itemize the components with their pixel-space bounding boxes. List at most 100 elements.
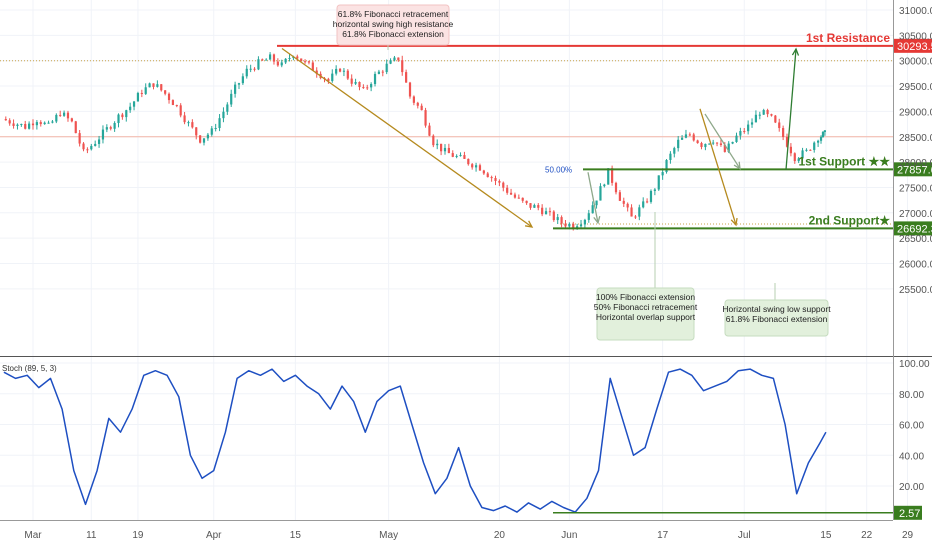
candle-body <box>774 115 777 123</box>
candle-body <box>121 114 124 118</box>
candle-body <box>595 200 598 206</box>
candle-body <box>560 217 563 224</box>
time-tick-label: 22 <box>861 530 873 541</box>
candle-body <box>801 150 804 159</box>
candle-body <box>719 143 723 145</box>
candle-body <box>210 128 213 135</box>
candle-body <box>113 123 116 129</box>
candle-body <box>276 61 279 66</box>
candle-body <box>51 121 54 123</box>
candle-body <box>160 84 163 91</box>
candle-body <box>342 70 346 72</box>
candle-body <box>86 149 89 151</box>
price-tick-label: 26000.0 <box>899 260 932 271</box>
candle-body <box>350 78 353 84</box>
candle-body <box>819 137 823 141</box>
candle-body <box>307 61 311 63</box>
candle-body <box>614 182 618 193</box>
annotation-text: Horizontal overlap support <box>596 312 696 322</box>
price-tick-label: 29500.0 <box>899 82 932 93</box>
candle-body <box>813 142 816 150</box>
candle-body <box>513 194 517 198</box>
fib-extension-arrow-head <box>730 217 738 227</box>
candle-body <box>758 114 761 116</box>
level-badge-text: 27857.6 <box>897 164 932 176</box>
candle-body <box>568 223 571 227</box>
candle-body <box>257 59 260 70</box>
candle-body <box>199 135 202 143</box>
candle-body <box>443 147 447 152</box>
fib-extension-arrow <box>699 108 737 226</box>
level-label: 1st Support ★★ <box>798 154 890 168</box>
candle-body <box>381 71 384 73</box>
candle-body <box>206 134 209 139</box>
candle-body <box>692 134 695 141</box>
candle-body <box>517 197 520 199</box>
candle-body <box>750 122 754 125</box>
candle-body <box>78 133 81 144</box>
candle-body <box>191 122 194 128</box>
candle-body <box>55 114 58 122</box>
annotation-text: 61.8% Fibonacci extension <box>342 29 444 39</box>
candle-body <box>793 153 796 162</box>
candle-body <box>579 224 583 227</box>
candle-body <box>175 105 178 107</box>
time-tick-label: Jun <box>561 530 577 541</box>
candle-body <box>393 57 396 61</box>
candle-body <box>62 112 66 116</box>
price-tick-label: 27500.0 <box>899 183 932 194</box>
candle-body <box>24 123 27 129</box>
candle-body <box>311 62 314 71</box>
time-tick-label: 29 <box>902 530 914 541</box>
stoch-tick-label: 100.00 <box>899 359 930 370</box>
candle-body <box>296 56 299 59</box>
candle-body <box>377 71 381 74</box>
pullback-arrow <box>704 113 741 170</box>
price-tick-label: 27000.0 <box>899 209 932 220</box>
time-tick-label: 17 <box>657 530 669 541</box>
level-badge <box>894 38 932 53</box>
level-badge-text: 30293.5 <box>897 41 932 53</box>
time-tick-label: May <box>379 530 398 541</box>
candle-body <box>665 159 668 173</box>
candle-body <box>785 136 789 147</box>
candle-body <box>607 168 610 185</box>
candle-body <box>743 131 746 133</box>
candle-body <box>564 223 567 227</box>
candle-body <box>234 84 237 94</box>
stochastic-chart <box>3 368 893 514</box>
level-label: 2nd Support★ <box>809 213 891 227</box>
candle-body <box>140 92 143 94</box>
candle-body <box>727 143 730 152</box>
candle-body <box>156 84 159 87</box>
candle-body <box>164 90 167 94</box>
candle-body <box>529 203 532 208</box>
candle-body <box>778 122 781 129</box>
candle-body <box>187 122 190 124</box>
candle-body <box>230 93 233 105</box>
candle-body <box>459 155 462 157</box>
candle-body <box>618 192 621 201</box>
candle-body <box>482 170 485 174</box>
candle-body <box>167 93 171 101</box>
candle-body <box>249 68 252 70</box>
price-tick-label: 31000.0 <box>899 6 932 17</box>
candle-body <box>490 177 493 179</box>
candle-body <box>805 149 808 151</box>
level-badge-text: 26692.3 <box>897 223 932 235</box>
stoch-line <box>3 368 827 513</box>
candle-body <box>708 143 711 145</box>
candle-body <box>486 173 489 178</box>
candle-body <box>16 124 19 126</box>
candle-body <box>284 58 287 63</box>
candle-body <box>669 153 672 160</box>
candle-body <box>525 200 528 204</box>
candle-body <box>148 83 151 88</box>
candle-body <box>782 128 785 137</box>
candle-body <box>630 207 633 217</box>
bullish-target-arrow <box>785 48 797 170</box>
time-tick-label: Apr <box>206 530 222 541</box>
candle-body <box>335 68 338 74</box>
time-tick-label: 19 <box>132 530 144 541</box>
